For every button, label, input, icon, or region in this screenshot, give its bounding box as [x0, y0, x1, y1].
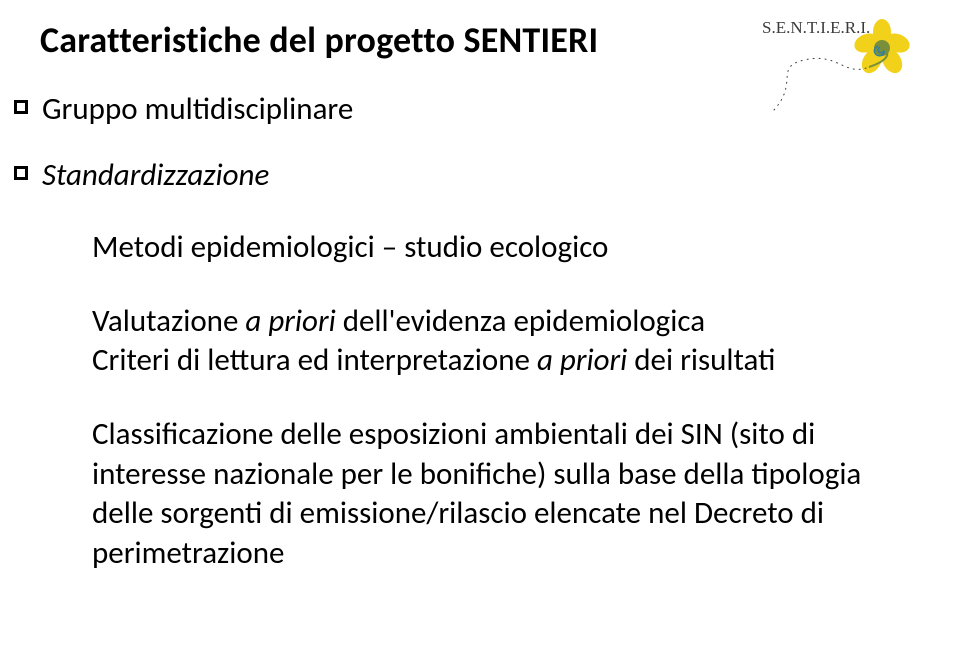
paragraph-evaluation: Valutazione a priori dell'evidenza epide…	[92, 302, 920, 381]
text-span-italic: a priori	[245, 302, 342, 340]
square-bullet-icon	[14, 100, 28, 114]
text-span-italic: a priori	[537, 341, 634, 379]
text-line: Classificazione delle esposizioni ambien…	[92, 415, 861, 572]
paragraph-classification: Classificazione delle esposizioni ambien…	[92, 415, 912, 574]
text-span: dell'evidenza epidemiologica	[343, 302, 705, 340]
page-title: Caratteristiche del progetto SENTIERI	[40, 18, 920, 62]
text-span: dei risultati	[634, 341, 775, 379]
bullet-label: Gruppo multidisciplinare	[42, 90, 353, 128]
top-bullets: Gruppo multidisciplinare Standardizzazio…	[40, 90, 920, 194]
square-bullet-icon	[14, 166, 28, 180]
text-span: Valutazione	[92, 302, 245, 340]
text-line: Criteri di lettura ed interpretazione a …	[92, 341, 920, 381]
bullet-label: Standardizzazione	[42, 156, 269, 194]
text-line: Valutazione a priori dell'evidenza epide…	[92, 302, 920, 342]
slide: Caratteristiche del progetto SENTIERI	[0, 0, 960, 662]
text-line: Metodi epidemiologici – studio ecologico	[92, 228, 608, 266]
content: Gruppo multidisciplinare Standardizzazio…	[40, 90, 920, 574]
bullet-item: Gruppo multidisciplinare	[40, 90, 920, 128]
bullet-item: Standardizzazione	[40, 156, 920, 194]
paragraph-methods: Metodi epidemiologici – studio ecologico	[92, 228, 920, 268]
text-span: Criteri di lettura ed interpretazione	[92, 341, 537, 379]
